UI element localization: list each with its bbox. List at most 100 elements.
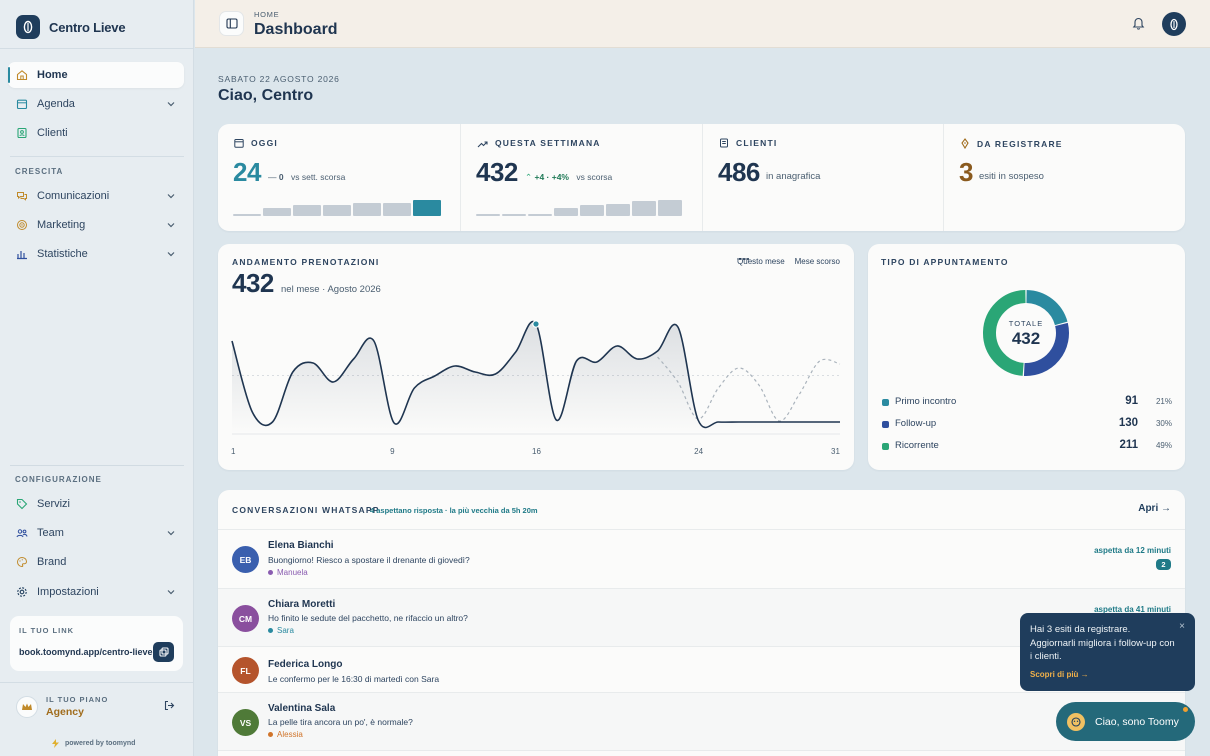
stat-label-text: DA REGISTRARE bbox=[977, 138, 1063, 149]
donut-center: TOTALE 432 bbox=[982, 319, 1070, 349]
sidebar-divider bbox=[10, 465, 184, 466]
x-tick-label: 9 bbox=[390, 447, 395, 456]
assistant-chat-button[interactable]: Ciao, sono Toomy bbox=[1056, 702, 1195, 741]
appointment-type-percent: 21% bbox=[1155, 397, 1172, 406]
sidebar-item-statistiche[interactable]: Statistiche bbox=[8, 241, 184, 267]
sidebar-item-impostazioni[interactable]: Impostazioni bbox=[8, 579, 184, 605]
appointment-type-row[interactable]: Follow-up 130 30% bbox=[882, 417, 1172, 432]
conversation-row[interactable]: FL Federica Longo Le confermo per le 16:… bbox=[218, 646, 1185, 692]
appointment-type-row[interactable]: Ricorrente 211 49% bbox=[882, 439, 1172, 454]
brand-logo-icon bbox=[1170, 18, 1178, 30]
stat-sub: in anagrafica bbox=[766, 171, 821, 182]
sidebar-item-servizi[interactable]: Servizi bbox=[8, 491, 184, 517]
x-tick-label: 24 bbox=[694, 447, 704, 456]
online-indicator bbox=[1183, 707, 1188, 712]
sidebar-item-label: Servizi bbox=[37, 498, 71, 510]
stat-label-text: OGGI bbox=[251, 138, 278, 148]
sidebar-item-brand[interactable]: Brand bbox=[8, 549, 184, 575]
appointment-type-count: 130 bbox=[1118, 417, 1138, 429]
assistant-label: Ciao, sono Toomy bbox=[1095, 715, 1179, 728]
sidebar-item-agenda[interactable]: Agenda bbox=[8, 91, 184, 117]
stat-delta: — 0 vs sett. scorsa bbox=[268, 172, 346, 182]
sidebar-item-comunicazioni[interactable]: Comunicazioni bbox=[8, 183, 184, 209]
donut-slice-2[interactable] bbox=[983, 290, 1026, 376]
spark-bar bbox=[413, 200, 441, 216]
bookings-chart-card: ANDAMENTO PRENOTAZIONI 432 nel mese · Ag… bbox=[218, 244, 854, 470]
toast-link[interactable]: Scopri di più → bbox=[1030, 670, 1089, 679]
logout-icon[interactable] bbox=[164, 700, 175, 711]
x-tick-label: 16 bbox=[532, 447, 541, 456]
legend-item-previous[interactable]: Mese scorso bbox=[737, 257, 840, 266]
sidebar-divider bbox=[10, 156, 184, 157]
series-area-questo-mese bbox=[232, 321, 840, 434]
sidebar-toggle-button[interactable] bbox=[219, 11, 244, 36]
appointment-type-label: Ricorrente bbox=[895, 440, 939, 451]
booking-link-url[interactable]: book.toomynd.app/centro-lieve bbox=[19, 647, 153, 657]
x-tick-label: 1 bbox=[231, 447, 236, 456]
legend-label: Questo mese bbox=[737, 257, 785, 266]
stat-settimana[interactable]: QUESTA SETTIMANA 432 ⌃ +4 · +4% vs scors… bbox=[460, 124, 702, 231]
appointment-type-card: TIPO DI APPUNTAMENTO TOTALE 432 Primo in… bbox=[868, 244, 1185, 470]
appointment-type-percent: 49% bbox=[1155, 441, 1172, 450]
conversation-row[interactable]: EB Elena Bianchi Buongiorno! Riesco a sp… bbox=[218, 529, 1185, 588]
donut-slice-0[interactable] bbox=[1026, 290, 1068, 326]
powered-by-text: powered by toomynd bbox=[65, 740, 136, 747]
calendar-icon bbox=[16, 99, 28, 110]
tag-icon bbox=[16, 498, 28, 510]
stat-sub: vs scorsa bbox=[576, 172, 613, 182]
chevron-down-icon bbox=[167, 194, 175, 199]
sidebar-item-label: Statistiche bbox=[37, 248, 88, 260]
bell-icon[interactable] bbox=[1132, 16, 1145, 30]
palette-icon bbox=[17, 556, 28, 568]
sidebar-item-label: Comunicazioni bbox=[37, 190, 110, 202]
brand[interactable]: Centro Lieve bbox=[16, 15, 126, 39]
operator-dot bbox=[268, 628, 273, 633]
calendar-icon bbox=[234, 139, 244, 148]
operator-dot bbox=[268, 570, 273, 575]
line-chart[interactable] bbox=[218, 244, 854, 470]
appointment-type-count: 91 bbox=[1125, 395, 1138, 407]
sidebar-item-clienti[interactable]: Clienti bbox=[8, 120, 184, 146]
pen-icon bbox=[961, 138, 969, 149]
appointment-type-row[interactable]: Primo incontro 91 21% bbox=[882, 395, 1172, 410]
stat-clienti[interactable]: CLIENTI 486 in anagrafica bbox=[702, 124, 944, 231]
message-preview: Le confermo per le 16:30 di martedì con … bbox=[268, 674, 440, 684]
breadcrumb[interactable]: HOME bbox=[254, 10, 280, 19]
donut-slice-1[interactable] bbox=[1023, 322, 1069, 376]
message-preview: La pelle tira ancora un po', è normale? bbox=[268, 717, 413, 727]
crown-icon bbox=[16, 696, 38, 718]
booking-link-label: IL TUO LINK bbox=[19, 626, 75, 635]
message-preview: Buongiorno! Riesco a spostare il drenant… bbox=[268, 555, 470, 565]
stat-value: 3 bbox=[959, 157, 973, 187]
sidebar-item-home[interactable]: Home bbox=[8, 62, 184, 88]
chart-legend: Questo mese Mese scorso bbox=[737, 257, 840, 266]
appointment-type-label: Primo incontro bbox=[895, 396, 957, 407]
wait-time: aspetta da 12 minuti bbox=[1094, 546, 1171, 555]
spark-bar bbox=[353, 203, 381, 216]
donut-chart[interactable] bbox=[982, 289, 1070, 377]
conversation-row[interactable]: VS Valentina Sala La pelle tira ancora u… bbox=[218, 692, 1185, 750]
stat-label: CLIENTI bbox=[719, 138, 777, 148]
assigned-operator: Sara bbox=[268, 626, 294, 635]
users-icon bbox=[16, 529, 28, 538]
plan-name: Agency bbox=[46, 706, 84, 718]
stats-card: OGGI 24 — 0 vs sett. scorsa QUESTA SETTI… bbox=[218, 124, 1185, 231]
sidebar-item-label: Team bbox=[37, 527, 64, 539]
close-icon[interactable]: × bbox=[1179, 621, 1185, 632]
section-label-configurazione: CONFIGURAZIONE bbox=[15, 475, 102, 484]
series-line-mese-scorso bbox=[657, 356, 841, 422]
stat-da-registrare[interactable]: DA REGISTRARE 3 esiti in sospeso bbox=[943, 124, 1185, 231]
user-avatar[interactable] bbox=[1162, 12, 1186, 36]
copy-link-button[interactable] bbox=[153, 642, 174, 662]
contact-name: Elena Bianchi bbox=[268, 540, 334, 551]
legend-label: Mese scorso bbox=[794, 257, 840, 266]
sidebar-item-marketing[interactable]: Marketing bbox=[8, 212, 184, 238]
sidebar-item-team[interactable]: Team bbox=[8, 520, 184, 546]
bolt-icon bbox=[52, 739, 59, 748]
whatsapp-title: CONVERSAZIONI WHATSAPP bbox=[232, 505, 380, 515]
sidebar: Centro Lieve Home Agenda Clienti CRESCIT… bbox=[0, 0, 194, 756]
stat-oggi[interactable]: OGGI 24 — 0 vs sett. scorsa bbox=[218, 124, 460, 231]
assistant-avatar-icon bbox=[1067, 712, 1085, 731]
open-whatsapp-button[interactable]: Apri → bbox=[1138, 503, 1171, 514]
brand-logo-icon bbox=[16, 15, 40, 39]
